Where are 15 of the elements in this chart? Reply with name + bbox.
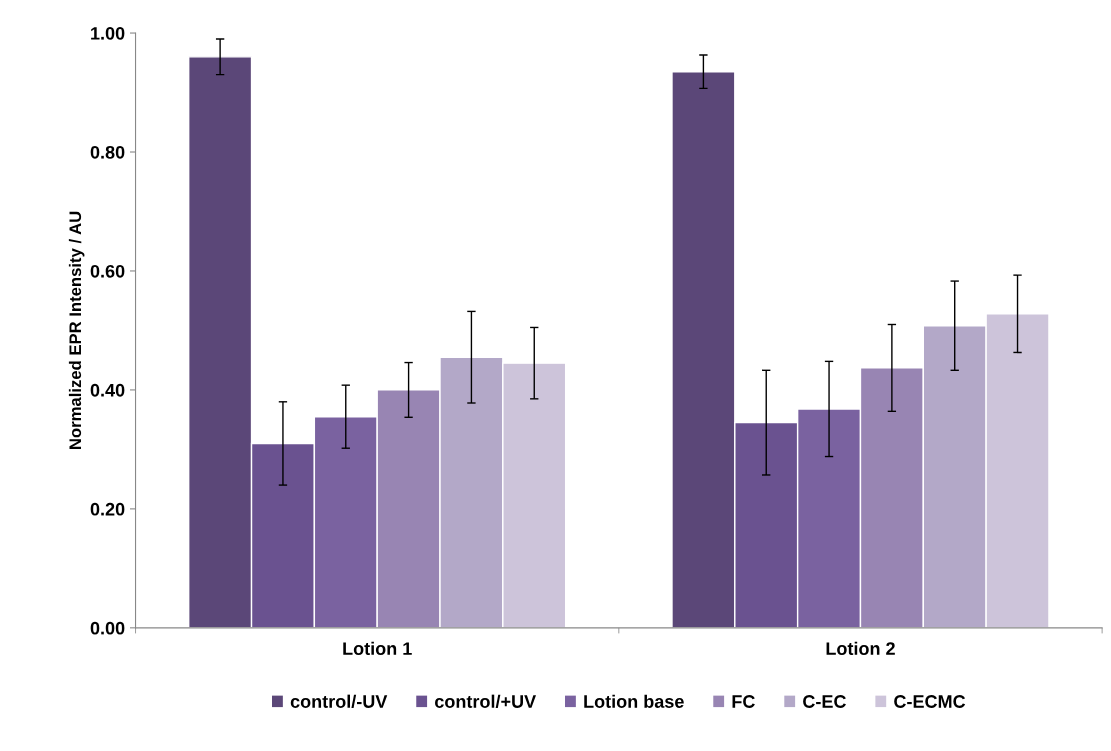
legend-label: control/+UV bbox=[435, 694, 537, 709]
x-tick-label: Lotion 2 bbox=[826, 641, 895, 655]
y-tick-label: 0.40 bbox=[90, 383, 125, 397]
x-tick-label: Lotion 1 bbox=[343, 641, 412, 655]
legend-label: C-ECMC bbox=[894, 695, 966, 708]
y-tick-label: 0.00 bbox=[90, 621, 125, 635]
legend-label: Lotion base bbox=[584, 694, 684, 708]
y-tick-label: 0.80 bbox=[90, 145, 125, 159]
y-tick-label: 0.60 bbox=[90, 264, 125, 278]
y-axis-title: Normalized EPR Intensity / AU bbox=[68, 211, 85, 449]
y-tick-label: 1.00 bbox=[91, 26, 125, 40]
legend-label: C-EC bbox=[803, 695, 846, 708]
legend-label: control/-UV bbox=[290, 694, 388, 709]
y-tick-label: 0.20 bbox=[90, 502, 125, 516]
legend-label: FC bbox=[732, 695, 755, 708]
